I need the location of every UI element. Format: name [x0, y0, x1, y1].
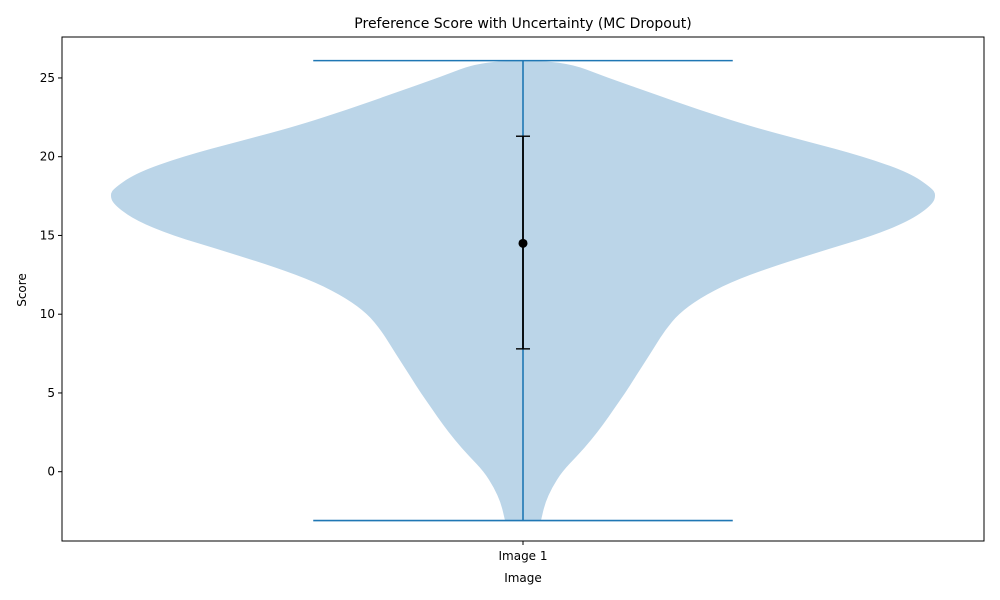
plot-area: [110, 59, 936, 522]
x-tick-label: Image 1: [498, 549, 547, 563]
mean-marker: [518, 238, 528, 248]
y-tick-label: 25: [40, 71, 55, 85]
y-axis-label: Score: [15, 273, 29, 307]
chart-title: Preference Score with Uncertainty (MC Dr…: [354, 16, 691, 32]
x-axis-label: Image: [504, 571, 542, 585]
plot-frame: [61, 36, 985, 542]
y-tick-label: 20: [40, 150, 55, 164]
y-axis: 0 5 10 15 20 25: [40, 71, 62, 479]
y-tick-label: 10: [40, 307, 55, 321]
y-tick-label: 5: [47, 386, 55, 400]
y-tick-label: 0: [47, 465, 55, 479]
x-axis: Image 1: [498, 541, 548, 563]
y-tick-label: 15: [40, 228, 55, 242]
